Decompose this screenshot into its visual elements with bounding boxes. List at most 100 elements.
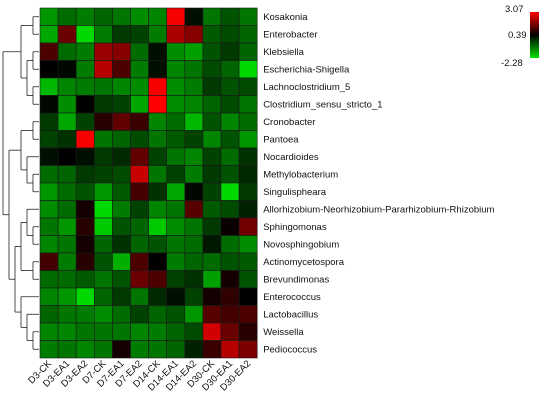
heatmap-cell — [166, 270, 186, 289]
heatmap-cell — [220, 305, 240, 324]
heatmap-cell — [166, 200, 186, 219]
heatmap-cell — [39, 25, 59, 44]
heatmap-cell — [94, 77, 113, 96]
heatmap-cell — [39, 322, 59, 341]
heatmap-cell — [202, 147, 222, 166]
heatmap-cell — [39, 77, 59, 96]
heatmap-cell — [148, 112, 168, 131]
heatmap-cell — [238, 7, 258, 26]
heatmap-cell — [112, 147, 131, 166]
color-scale-bar — [530, 12, 539, 58]
scale-max-label: 3.07 — [505, 4, 524, 15]
heatmap-cell — [112, 112, 131, 131]
row-label: Brevundimonas — [263, 275, 329, 286]
heatmap-cell — [148, 130, 168, 149]
row-label: Pantoea — [263, 135, 299, 146]
heatmap-cell — [39, 340, 59, 359]
heatmap-cell — [112, 217, 131, 236]
heatmap-cell — [75, 270, 95, 289]
heatmap-cell — [148, 182, 168, 201]
heatmap-cell — [57, 42, 77, 61]
heatmap-cell — [94, 7, 113, 26]
heatmap-cell — [220, 42, 240, 61]
heatmap-cell — [39, 235, 59, 254]
heatmap-cell — [166, 95, 186, 114]
heatmap-cell — [130, 287, 149, 306]
heatmap-cell — [238, 165, 258, 184]
heatmap-cell — [94, 147, 113, 166]
heatmap-cell — [166, 60, 186, 79]
heatmap-cell — [166, 287, 186, 306]
heatmap-cell — [130, 95, 149, 114]
heatmap-cell — [148, 95, 168, 114]
heatmap-cell — [184, 182, 204, 201]
row-label: Enterobacter — [263, 30, 317, 41]
heatmap-cell — [220, 112, 240, 131]
heatmap-cell — [130, 165, 149, 184]
heatmap-cell — [166, 7, 186, 26]
heatmap-cell — [130, 7, 149, 26]
heatmap-cell — [202, 305, 222, 324]
heatmap-cell — [75, 287, 95, 306]
heatmap-cell — [94, 322, 113, 341]
row-label: Allorhizobium-Neorhizobium-Pararhizobium… — [263, 205, 494, 216]
heatmap-cell — [184, 130, 204, 149]
heatmap-cell — [220, 217, 240, 236]
heatmap-cell — [57, 235, 77, 254]
heatmap-cell — [148, 322, 168, 341]
heatmap-cell — [130, 270, 149, 289]
heatmap-cell — [148, 165, 168, 184]
heatmap-cell — [57, 322, 77, 341]
heatmap-cell — [202, 182, 222, 201]
heatmap-cells — [39, 7, 258, 359]
heatmap-cell — [184, 217, 204, 236]
heatmap-cell — [220, 60, 240, 79]
heatmap-cell — [39, 147, 59, 166]
heatmap-cell — [130, 77, 149, 96]
heatmap-cell — [184, 25, 204, 44]
heatmap-cell — [148, 25, 168, 44]
heatmap-cell — [202, 340, 222, 359]
heatmap-cell — [94, 182, 113, 201]
heatmap-cell — [184, 200, 204, 219]
heatmap-cell — [57, 252, 77, 271]
color-scale-legend: 3.07 0.39 -2.28 — [501, 4, 539, 69]
heatmap-cell — [57, 200, 77, 219]
heatmap-cell — [184, 95, 204, 114]
heatmap-cell — [148, 305, 168, 324]
heatmap-cell — [39, 182, 59, 201]
heatmap-cell — [166, 147, 186, 166]
row-label: Cronobacter — [263, 117, 315, 128]
heatmap-cell — [112, 165, 131, 184]
heatmap-cell — [112, 305, 131, 324]
heatmap-cell — [148, 340, 168, 359]
heatmap-cell — [112, 182, 131, 201]
heatmap-cell — [130, 42, 149, 61]
heatmap-cell — [57, 77, 77, 96]
heatmap-cell — [166, 112, 186, 131]
row-label: Nocardioides — [263, 152, 319, 163]
heatmap-cell — [202, 25, 222, 44]
heatmap-cell — [166, 217, 186, 236]
heatmap-cell — [57, 60, 77, 79]
heatmap-cell — [39, 7, 59, 26]
heatmap-cell — [57, 217, 77, 236]
heatmap-cell — [202, 165, 222, 184]
heatmap-cell — [112, 95, 131, 114]
heatmap-cell — [202, 42, 222, 61]
heatmap-cell — [184, 60, 204, 79]
heatmap-cell — [166, 322, 186, 341]
heatmap-cell — [94, 287, 113, 306]
heatmap-cell — [75, 7, 95, 26]
heatmap-cell — [220, 7, 240, 26]
heatmap-cell — [238, 42, 258, 61]
heatmap-cell — [75, 112, 95, 131]
heatmap-cell — [75, 42, 95, 61]
heatmap-cell — [94, 112, 113, 131]
heatmap-cell — [148, 77, 168, 96]
heatmap-cell — [184, 112, 204, 131]
heatmap-cell — [148, 252, 168, 271]
heatmap-cell — [75, 95, 95, 114]
heatmap-cell — [94, 252, 113, 271]
